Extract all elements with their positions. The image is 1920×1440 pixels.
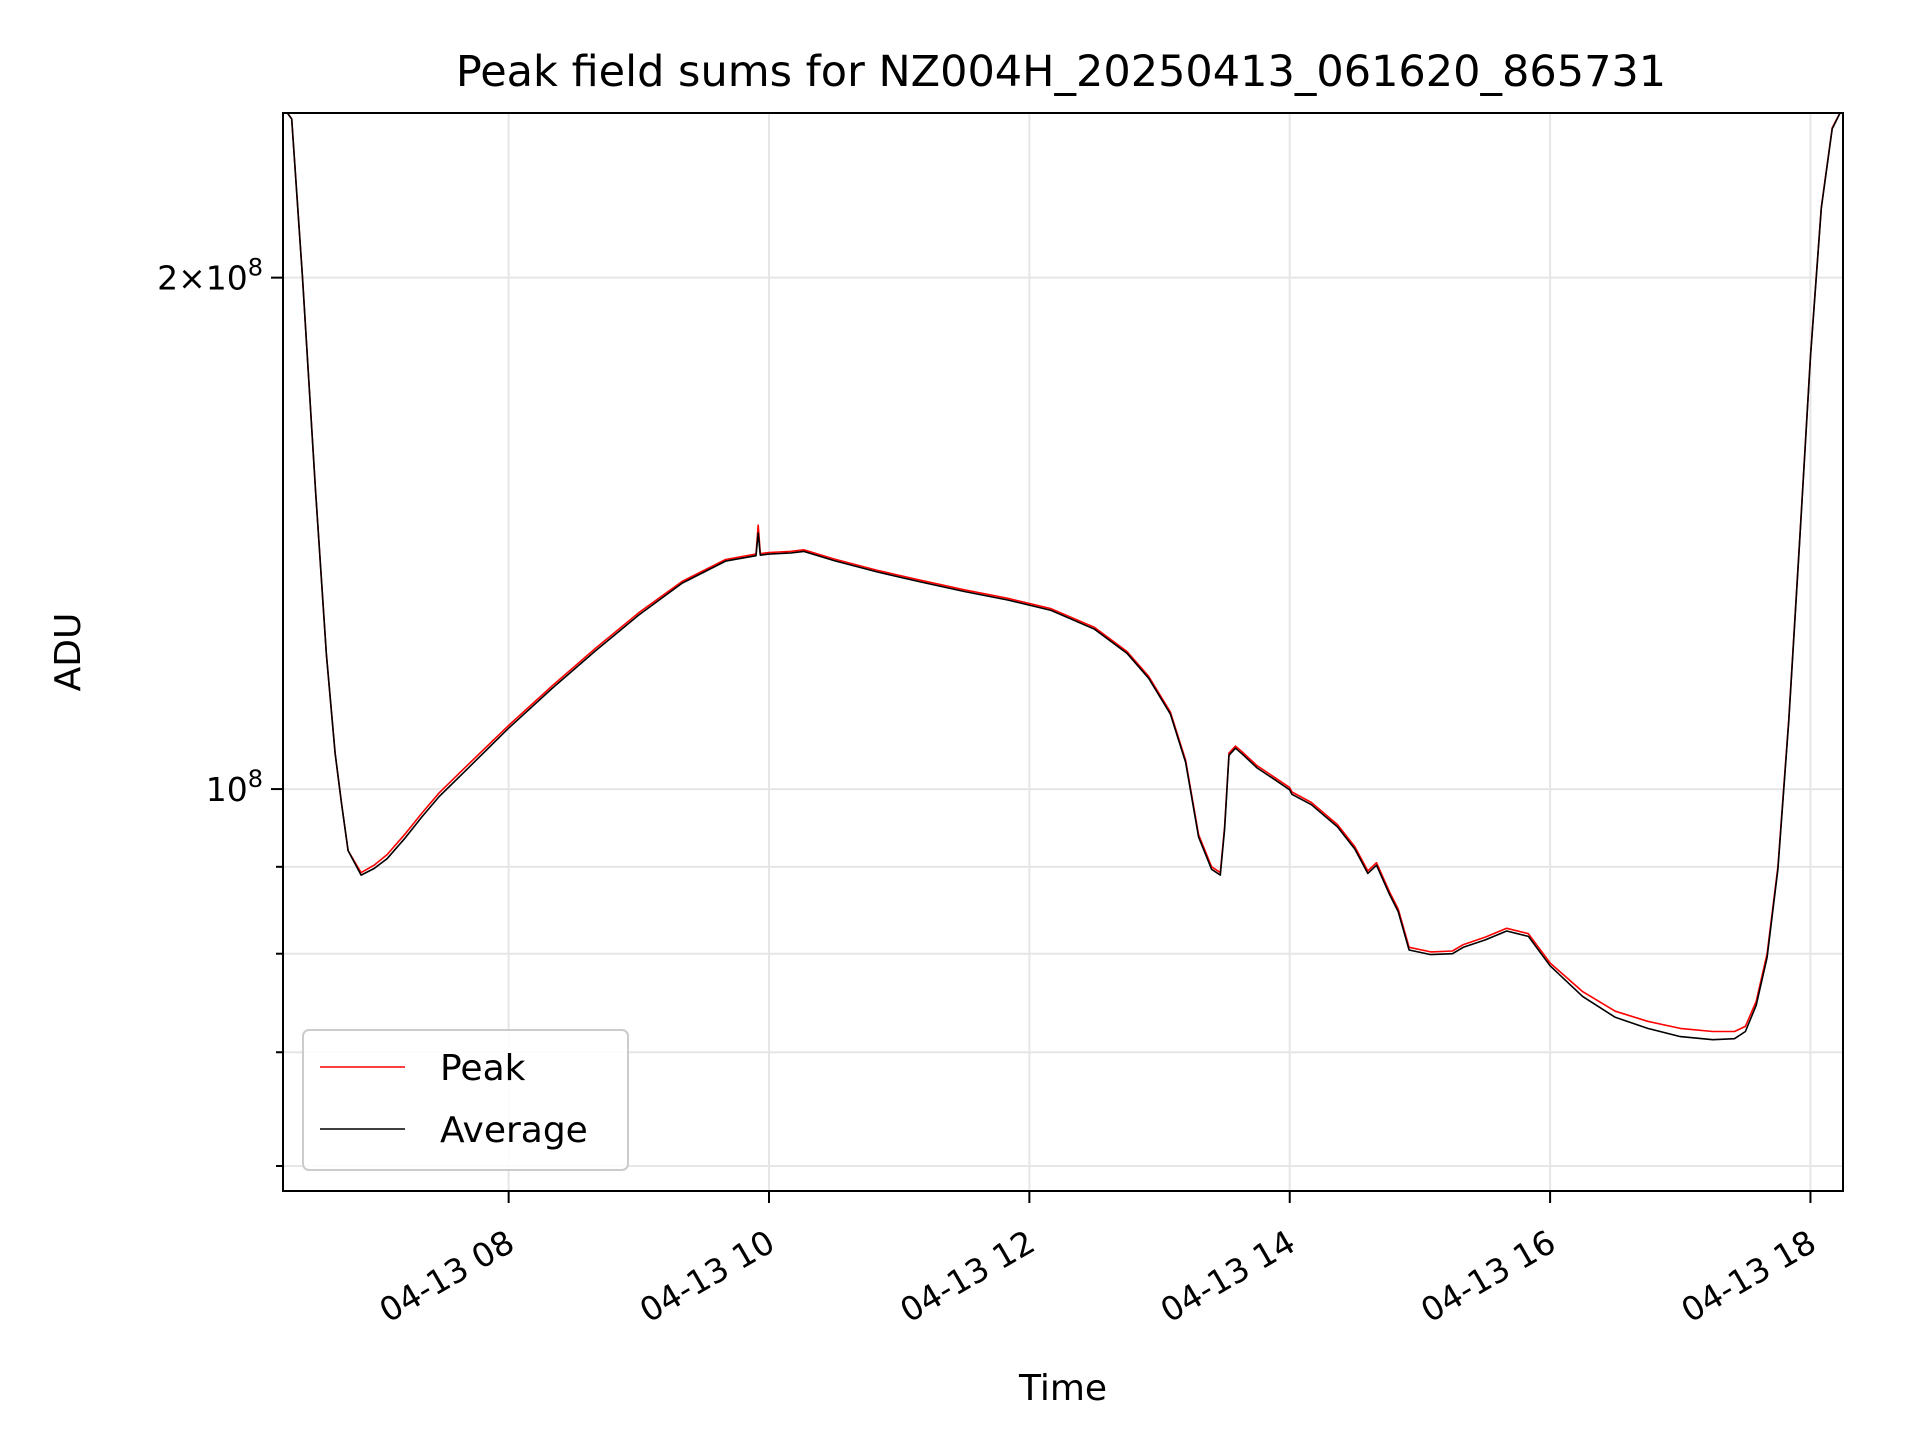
chart-title: Peak field sums for NZ004H_20250413_0616… xyxy=(456,47,1666,97)
x-axis-label: Time xyxy=(1018,1368,1107,1409)
x-tick-label: 04-13 14 xyxy=(1154,1222,1302,1330)
series-layer xyxy=(286,113,1841,1041)
legend: Peak Average xyxy=(302,1029,629,1171)
x-axis-ticks: 04-13 08 04-13 10 04-13 12 04-13 14 04-13 16… xyxy=(373,1191,1822,1330)
x-tick-label: 04-13 18 xyxy=(1674,1222,1822,1330)
y-tick-label: 2×108 xyxy=(157,254,263,298)
series-line-average xyxy=(286,113,1841,1041)
series-line-peak xyxy=(286,113,1841,1033)
x-tick-label: 04-13 08 xyxy=(373,1222,521,1330)
y-axis-ticks: 108 2×108 xyxy=(157,254,283,1167)
y-tick-label: 108 xyxy=(206,765,263,809)
y-axis-label: ADU xyxy=(48,613,89,692)
legend-label-average: Average xyxy=(440,1110,588,1151)
legend-box xyxy=(302,1029,629,1171)
legend-label-peak: Peak xyxy=(440,1048,526,1089)
x-tick-label: 04-13 10 xyxy=(633,1222,781,1330)
x-tick-label: 04-13 12 xyxy=(893,1222,1041,1330)
x-tick-label: 04-13 16 xyxy=(1414,1222,1562,1330)
plot-frame xyxy=(282,112,1844,1192)
